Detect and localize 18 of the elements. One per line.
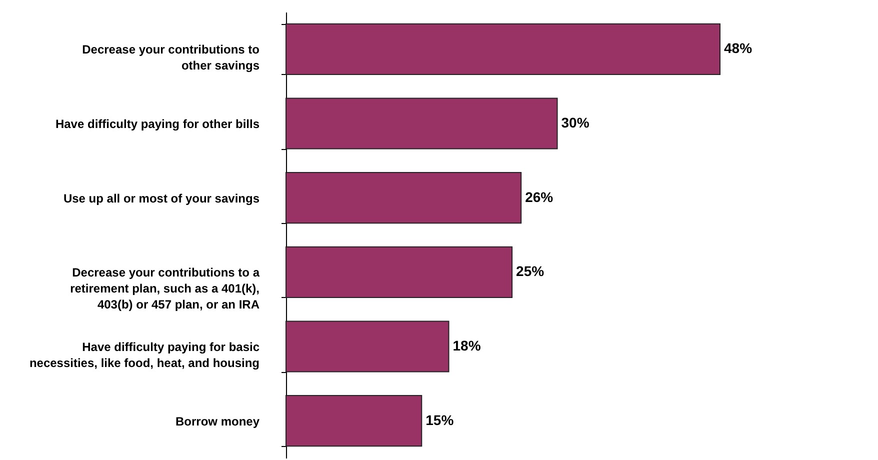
data-label: 15% xyxy=(426,412,454,428)
bar xyxy=(286,246,513,298)
data-label: 26% xyxy=(525,188,554,205)
data-label: 25% xyxy=(516,263,545,280)
y-tick-label: Decrease your contributions to other savings xyxy=(82,42,260,73)
bar xyxy=(286,395,422,447)
data-label: 48% xyxy=(724,40,753,56)
data-label: 18% xyxy=(452,338,482,354)
data-label: 30% xyxy=(561,114,590,130)
y-tick-label: Have difficulty paying for other bills xyxy=(55,117,260,131)
bar xyxy=(286,320,450,372)
y-tick-label: Have difficulty paying for basic necessities, like food, heat, and housing xyxy=(29,340,260,370)
bar xyxy=(286,23,720,75)
y-tick-label: Borrow money xyxy=(175,414,260,428)
y-tick-label: Decrease your contributions to a retirement plan, such as a 401(k), 403(b) or 457 plan, or an IRA xyxy=(70,266,260,312)
bar xyxy=(286,98,558,150)
bar xyxy=(286,172,522,224)
y-tick-label: Use up all or most of your savings xyxy=(63,191,260,206)
